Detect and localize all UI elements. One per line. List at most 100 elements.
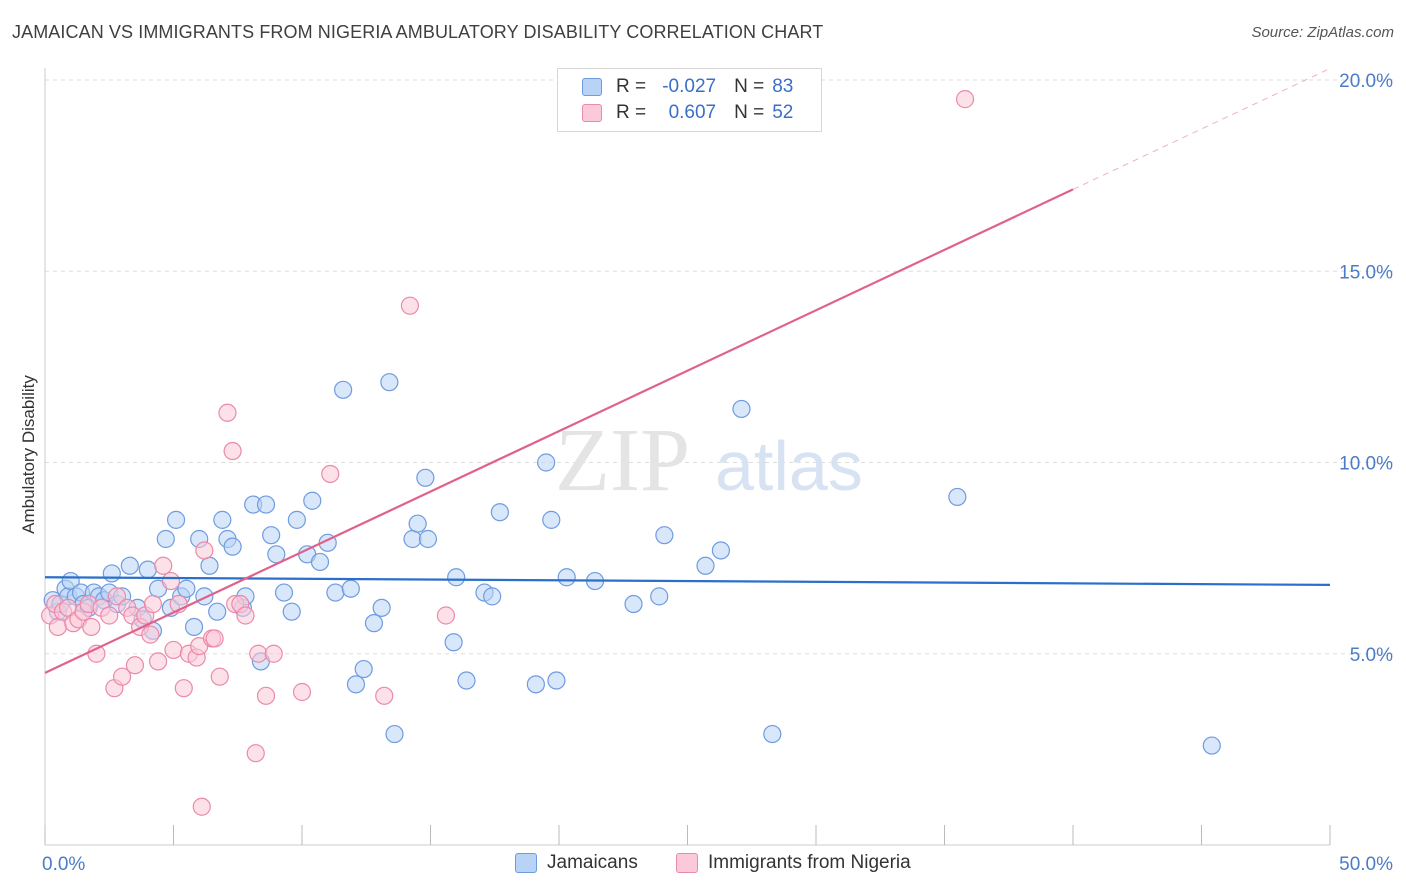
jamaicans-point	[282, 602, 301, 621]
jamaicans-point	[223, 537, 242, 556]
jamaicans-point	[403, 529, 422, 549]
stats-legend: R = -0.027 N = 83 R = 0.607 N = 52	[557, 68, 822, 132]
jamaicans-point	[408, 514, 427, 533]
nigeria-point	[375, 686, 394, 705]
nigeria-point	[195, 541, 214, 560]
n-label: N =	[734, 102, 765, 123]
nigeria-point	[246, 744, 265, 763]
nigeria-point	[174, 679, 193, 698]
nigeria-point	[148, 652, 168, 671]
nigeria-point	[223, 441, 242, 461]
nigeria-point	[48, 617, 67, 637]
jamaicans-point	[447, 568, 466, 587]
r-value: -0.027	[662, 76, 717, 97]
nigeria-point	[143, 594, 163, 614]
jamaicans-point	[177, 579, 196, 598]
jamaicans-point	[416, 468, 435, 487]
jamaicans-point	[655, 526, 674, 545]
jamaicans-point	[483, 587, 502, 606]
y-tick-label: 15.0%	[1339, 262, 1393, 283]
jamaicans-point	[184, 617, 204, 637]
jamaicans-point	[418, 529, 438, 549]
nigeria-swatch	[582, 104, 602, 122]
nigeria-trendline-extension	[1072, 68, 1331, 190]
n-value: 83	[772, 76, 794, 97]
jamaicans-point	[303, 491, 322, 510]
jamaicans-point	[274, 583, 294, 602]
r-label: R =	[616, 102, 647, 123]
jamaicans-point	[326, 583, 345, 602]
nigeria-trendline	[44, 188, 1074, 674]
nigeria-point	[264, 644, 283, 663]
jamaicans-point	[341, 579, 360, 598]
jamaicans-point	[457, 671, 476, 690]
x-tick-label: 0.0%	[42, 854, 85, 875]
jamaicans-point	[200, 556, 219, 575]
r-label: R =	[616, 76, 647, 97]
jamaicans-point	[156, 529, 175, 549]
jamaicans-point	[372, 598, 391, 617]
jamaicans-point	[380, 373, 399, 392]
nigeria-point	[218, 403, 237, 422]
stats-legend-row-jamaicans: R = -0.027 N = 83	[582, 75, 793, 99]
nigeria-point	[236, 606, 255, 625]
r-value: 0.607	[668, 102, 717, 123]
jamaicans-point	[256, 495, 276, 514]
jamaicans-point	[650, 587, 669, 606]
jamaicans-point	[120, 556, 139, 575]
jamaicans-point	[696, 556, 715, 575]
jamaicans-point	[557, 568, 576, 587]
nigeria-point	[112, 667, 132, 686]
nigeria-point	[292, 682, 312, 702]
stats-legend-row-nigeria: R = 0.607 N = 52	[582, 101, 793, 125]
jamaicans-point	[354, 659, 373, 679]
jamaicans-point	[763, 724, 782, 744]
legend-item-jamaicans[interactable]: Jamaicans	[515, 852, 638, 874]
legend-label-nigeria: Immigrants from Nigeria	[708, 852, 911, 873]
nigeria-legend-swatch	[676, 853, 698, 873]
jamaicans-point	[490, 503, 509, 522]
nigeria-point	[436, 606, 456, 625]
y-tick-label: 10.0%	[1339, 454, 1393, 475]
jamaicans-point	[732, 399, 751, 419]
legend-item-nigeria[interactable]: Immigrants from Nigeria	[676, 852, 911, 874]
jamaicans-point	[195, 587, 214, 606]
y-tick-label: 5.0%	[1350, 645, 1393, 666]
jamaicans-point	[208, 602, 227, 621]
jamaicans-point	[526, 675, 545, 694]
nigeria-point	[100, 606, 119, 625]
nigeria-point	[154, 556, 173, 575]
nigeria-point	[205, 629, 224, 648]
x-tick-label: 50.0%	[1339, 854, 1393, 875]
jamaicans-point	[310, 552, 330, 572]
nigeria-point	[161, 571, 181, 591]
n-value: 52	[772, 102, 794, 123]
nigeria-point	[141, 625, 160, 644]
nigeria-point	[125, 656, 145, 675]
jamaicans-point	[267, 545, 286, 564]
nigeria-point	[192, 797, 211, 816]
jamaicans-point	[948, 487, 967, 507]
jamaicans-point	[334, 380, 353, 399]
nigeria-point	[82, 617, 101, 637]
jamaicans-point	[287, 510, 306, 529]
nigeria-point	[249, 644, 268, 663]
jamaicans-trendline	[44, 576, 1331, 587]
jamaicans-point	[624, 594, 643, 614]
jamaicans-swatch	[582, 78, 602, 96]
jamaicans-point	[138, 560, 157, 579]
watermark-atlas: atlas	[715, 427, 863, 505]
source-credit: Source: ZipAtlas.com	[1251, 24, 1394, 41]
jamaicans-point	[166, 510, 186, 529]
y-axis-label: Ambulatory Disability	[19, 375, 38, 534]
nigeria-point	[164, 640, 183, 660]
jamaicans-point	[213, 510, 232, 529]
nigeria-point	[210, 667, 229, 686]
jamaicans-point	[1202, 736, 1221, 755]
jamaicans-point	[346, 675, 366, 694]
watermark-zip: ZIP	[555, 411, 690, 510]
jamaicans-point	[711, 541, 731, 560]
jamaicans-legend-swatch	[515, 853, 537, 873]
nigeria-point	[107, 587, 127, 606]
